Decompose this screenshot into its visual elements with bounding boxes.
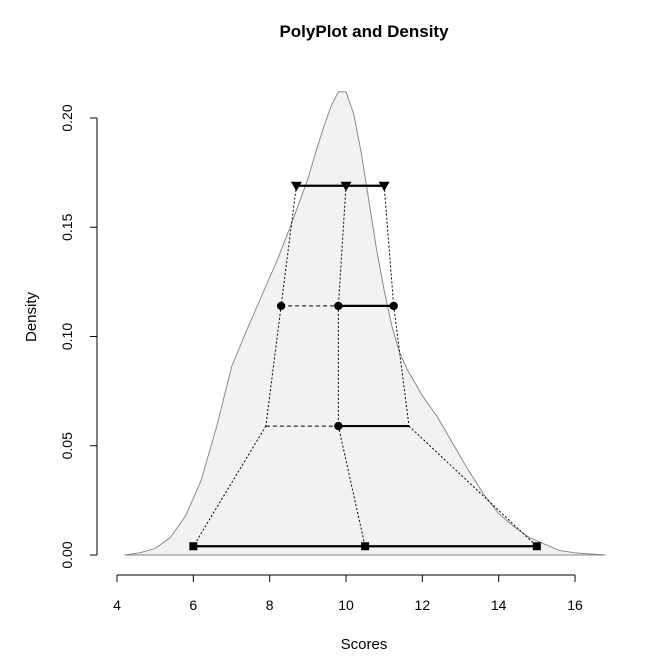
x-tick-label: 14 (491, 597, 507, 613)
level-connector (192, 425, 267, 547)
chart-title: PolyPlot and Density (279, 22, 449, 41)
triangle-marker (290, 181, 302, 192)
circle-marker (276, 301, 286, 311)
y-axis-title: Density (23, 291, 40, 342)
y-tick-label: 0.00 (59, 541, 75, 568)
density-curve (124, 91, 606, 556)
axes-layer: 4 6 8 10 12 14 16 0.00 0.05 0.10 0.15 0.20 (59, 104, 583, 613)
triangle-marker (340, 181, 352, 192)
x-tick-label: 16 (567, 597, 583, 613)
circle-marker (389, 301, 398, 311)
y-tick-label: 0.15 (59, 213, 75, 240)
x-tick-label: 8 (266, 597, 274, 613)
square-marker (189, 542, 198, 551)
level-connector (280, 185, 297, 306)
x-axis-title: Scores (341, 636, 388, 653)
x-tick-label: 6 (189, 597, 197, 613)
circle-marker (334, 301, 343, 311)
y-tick-label: 0.05 (59, 432, 75, 459)
level-connector (265, 305, 282, 427)
triangle-marker (378, 181, 390, 192)
level-connector (337, 185, 347, 306)
level-connector (337, 425, 366, 547)
x-tick-label: 10 (338, 597, 354, 613)
level-connector (393, 305, 410, 427)
level-connector (408, 425, 538, 547)
square-marker (361, 542, 370, 551)
level-connector (383, 185, 395, 306)
circle-marker (334, 421, 343, 431)
square-marker (532, 542, 541, 551)
y-tick-label: 0.10 (59, 323, 75, 350)
level-layer (189, 181, 541, 551)
x-tick-label: 4 (113, 597, 121, 613)
density-layer (124, 91, 606, 556)
connector-layer (192, 185, 538, 547)
y-tick-label: 0.20 (59, 104, 75, 131)
x-tick-label: 12 (415, 597, 431, 613)
